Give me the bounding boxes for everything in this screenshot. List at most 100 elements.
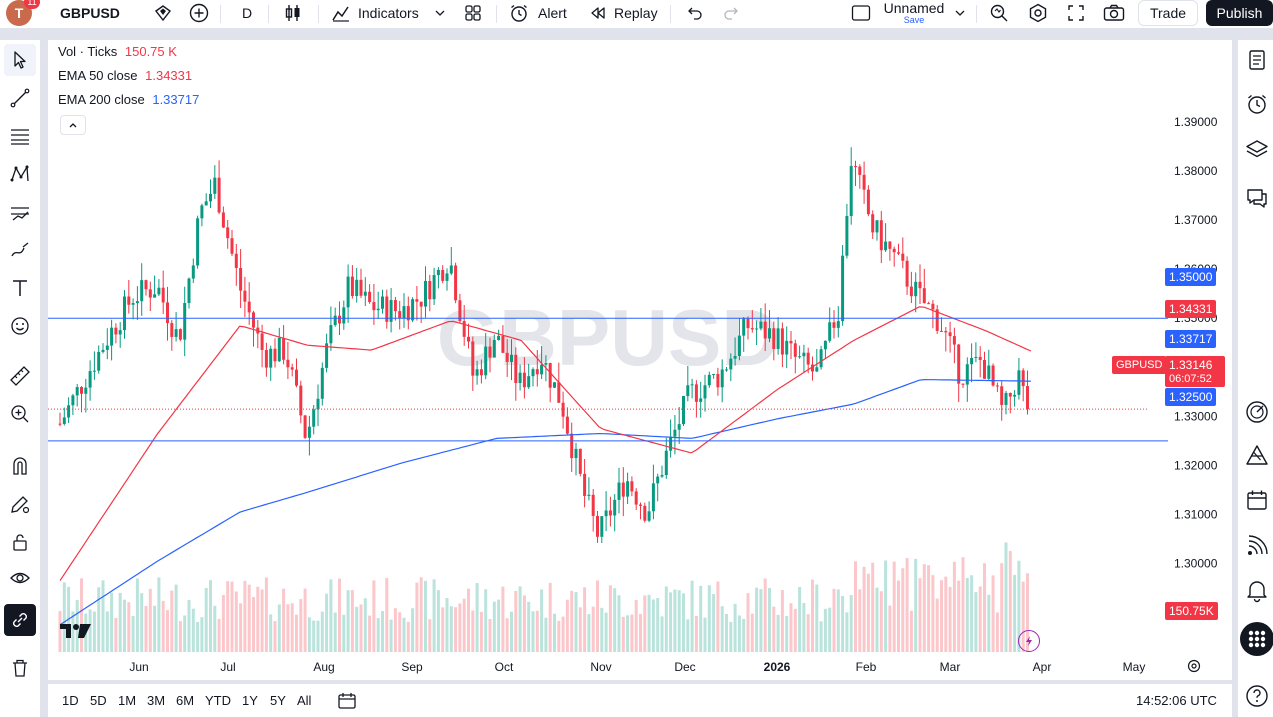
layout-checkbox-icon[interactable] (850, 0, 872, 26)
trade-button[interactable]: Trade (1138, 0, 1198, 26)
ideas-pyramid-icon[interactable] (1241, 440, 1273, 472)
volume-bar (776, 614, 780, 652)
text-tool-icon[interactable] (4, 272, 36, 304)
trend-line-tool-icon[interactable] (4, 82, 36, 114)
pattern-tool-icon[interactable] (4, 158, 36, 190)
hide-drawings-eye-icon[interactable] (4, 562, 36, 594)
clock-timezone-button[interactable]: 14:52:06 UTC (1136, 684, 1217, 717)
user-avatar[interactable]: T 11 (6, 0, 40, 26)
candle-body (656, 476, 660, 484)
alert-button[interactable]: Alert (508, 0, 567, 26)
time-tick-label: Nov (590, 660, 611, 674)
range-button[interactable]: 5Y (270, 693, 286, 708)
candles-chart-type-icon[interactable] (282, 0, 304, 26)
interval-button[interactable]: D (236, 0, 258, 26)
candle-body (561, 402, 565, 417)
chat-messages-icon[interactable] (1241, 182, 1273, 214)
candle-body (492, 340, 496, 358)
volume-bar (260, 589, 264, 652)
volume-bar (983, 563, 986, 652)
layouts-grid-icon[interactable] (462, 0, 484, 26)
level-1-325-tag[interactable]: 1.32500 (1165, 388, 1217, 406)
link-sync-icon[interactable] (4, 604, 36, 636)
replay-button[interactable]: Replay (588, 0, 658, 26)
symbol-search-button[interactable]: GBPUSD (52, 0, 152, 26)
tradingview-logo[interactable] (60, 622, 92, 643)
volume-bar (381, 611, 384, 652)
range-button[interactable]: 1Y (242, 693, 258, 708)
candle-body (381, 296, 384, 309)
emoji-tool-icon[interactable] (4, 310, 36, 342)
go-to-date-calendar-icon[interactable] (336, 684, 358, 717)
volume-bar (716, 581, 720, 652)
stay-in-drawing-mode-icon[interactable] (4, 488, 36, 520)
horizontal-lines[interactable] (48, 317, 1168, 442)
candle-body (441, 269, 445, 281)
streams-broadcast-icon[interactable] (1241, 530, 1273, 562)
alerts-clock-icon[interactable] (1241, 88, 1273, 120)
notifications-bell-icon[interactable] (1241, 574, 1273, 606)
volume-bar (484, 589, 488, 652)
magnet-icon[interactable] (4, 450, 36, 482)
volume-legend[interactable]: Vol · Ticks 150.75 K (58, 44, 177, 59)
ema50-legend[interactable]: EMA 50 close 1.34331 (58, 68, 192, 83)
volume-bar (879, 591, 883, 652)
publish-button[interactable]: Publish (1206, 0, 1273, 26)
brush-tool-icon[interactable] (4, 234, 36, 266)
candle-body (531, 369, 535, 377)
settings-gear-icon[interactable] (1027, 0, 1049, 26)
time-tick-label: Sep (401, 660, 423, 674)
camera-snapshot-icon[interactable] (1102, 0, 1126, 26)
layout-name-button[interactable]: Unnamed Save (878, 0, 950, 26)
time-axis-settings-gear-icon[interactable] (1186, 658, 1202, 677)
compare-symbol-icon[interactable] (152, 0, 174, 26)
volume-bar (432, 579, 436, 652)
lock-drawings-icon[interactable] (4, 526, 36, 558)
range-button[interactable]: 3M (147, 693, 166, 708)
collapse-legend-button[interactable] (60, 115, 86, 135)
time-axis[interactable]: Jun Jul Aug Sep Oct Nov Dec 2026 Feb Mar Apr May (129, 660, 1145, 674)
candle-body (626, 481, 630, 497)
range-button[interactable]: 1D (62, 693, 79, 708)
volume-bar (209, 580, 212, 652)
zoom-in-icon[interactable] (4, 398, 36, 430)
candle-body (325, 343, 329, 368)
object-tree-layers-icon[interactable] (1241, 134, 1273, 166)
volume-bar (247, 584, 251, 652)
level-1-35-tag[interactable]: 1.35000 (1165, 268, 1217, 286)
range-button[interactable]: All (297, 693, 312, 708)
indicators-button[interactable]: Indicators (330, 0, 419, 26)
candle-body (974, 356, 978, 358)
price-chart[interactable]: GBPUSD 1.390001.380001.370001.360001.350… (48, 40, 1232, 680)
forecast-tool-icon[interactable] (4, 196, 36, 228)
layout-dropdown-chevron-icon[interactable] (952, 0, 968, 26)
cursor-tool-icon[interactable] (4, 44, 36, 76)
indicators-dropdown-chevron-icon[interactable] (432, 0, 448, 26)
volume-bar (875, 587, 879, 652)
range-button[interactable]: 5D (90, 693, 107, 708)
undo-icon[interactable] (684, 0, 704, 26)
quick-search-icon[interactable] (988, 0, 1010, 26)
products-menu-icon[interactable] (1240, 622, 1273, 656)
ruler-measure-icon[interactable] (4, 360, 36, 392)
trash-delete-icon[interactable] (4, 652, 36, 684)
interval-label: D (241, 5, 253, 21)
watchlist-icon[interactable] (1241, 44, 1273, 76)
volume-bar (153, 605, 157, 652)
volume-bar (140, 593, 144, 652)
add-symbol-icon[interactable] (188, 0, 210, 26)
range-button[interactable]: YTD (205, 693, 231, 708)
help-question-icon[interactable] (1241, 680, 1273, 712)
price-tick-label: 1.38000 (1174, 164, 1218, 178)
lightning-event-icon[interactable] (1018, 630, 1040, 652)
range-button[interactable]: 1M (118, 693, 137, 708)
fib-retracement-tool-icon[interactable] (4, 120, 36, 152)
calendar-icon[interactable] (1241, 484, 1273, 516)
range-button[interactable]: 6M (176, 693, 195, 708)
redo-icon[interactable] (722, 0, 742, 26)
time-tick-label: Mar (940, 660, 961, 674)
chart-pane[interactable]: GBPUSD 1.390001.380001.370001.360001.350… (48, 40, 1232, 680)
technicals-gauge-icon[interactable] (1241, 396, 1273, 428)
ema200-legend[interactable]: EMA 200 close 1.33717 (58, 92, 199, 107)
fullscreen-icon[interactable] (1065, 0, 1087, 26)
